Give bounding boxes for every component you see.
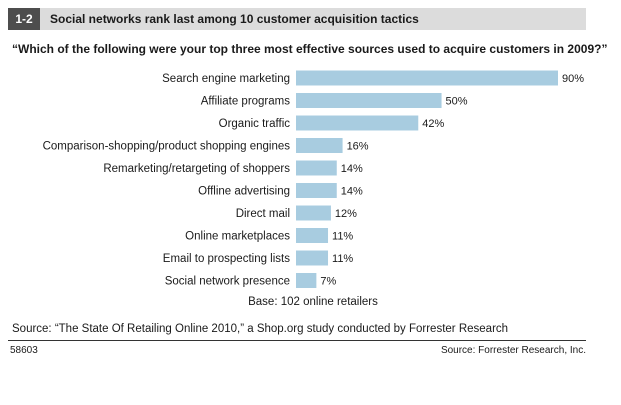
figure-number: 1-2 <box>8 8 40 30</box>
bar <box>296 115 419 131</box>
value-label: 11% <box>332 253 353 265</box>
source-short: Source: Forrester Research, Inc. <box>440 345 586 356</box>
bar <box>296 93 442 108</box>
bar <box>296 183 337 198</box>
value-label: 14% <box>341 163 363 175</box>
figure-header: 1-2 Social networks rank last among 10 c… <box>8 8 586 30</box>
bar <box>296 70 558 86</box>
category-label: Online marketplaces <box>185 231 290 243</box>
category-label: Search engine marketing <box>162 73 290 85</box>
figure-title: Social networks rank last among 10 custo… <box>50 12 419 26</box>
base-note: Base: 102 online retailers <box>248 296 378 308</box>
divider <box>8 340 586 341</box>
category-label: Direct mail <box>236 208 290 220</box>
value-label: 90% <box>562 73 584 85</box>
value-label: 14% <box>341 186 363 198</box>
bar <box>296 250 329 266</box>
value-label: 50% <box>446 96 468 108</box>
bar-chart: Search engine marketing 90% Affiliate prog… <box>43 70 584 288</box>
category-label: Email to prospecting lists <box>163 253 290 265</box>
source-note: Source: “The State Of Retailing Online 2… <box>12 323 509 335</box>
value-label: 12% <box>335 208 357 220</box>
bar <box>296 160 337 176</box>
category-label: Comparison-shopping/product shopping eng… <box>43 141 291 153</box>
category-label: Remarketing/retargeting of shoppers <box>103 163 290 175</box>
bar <box>296 273 317 288</box>
bar <box>296 228 329 243</box>
value-label: 7% <box>320 276 336 288</box>
category-label: Offline advertising <box>198 186 290 198</box>
category-label: Organic traffic <box>219 118 291 130</box>
category-label: Social network presence <box>165 276 290 288</box>
bar <box>296 138 343 153</box>
bar <box>296 205 331 221</box>
category-label: Affiliate programs <box>201 96 291 108</box>
survey-question: “Which of the following were your top th… <box>12 42 608 56</box>
figure-id: 58603 <box>10 345 38 356</box>
value-label: 16% <box>347 141 369 153</box>
value-label: 42% <box>422 118 444 130</box>
value-label: 11% <box>332 231 353 243</box>
